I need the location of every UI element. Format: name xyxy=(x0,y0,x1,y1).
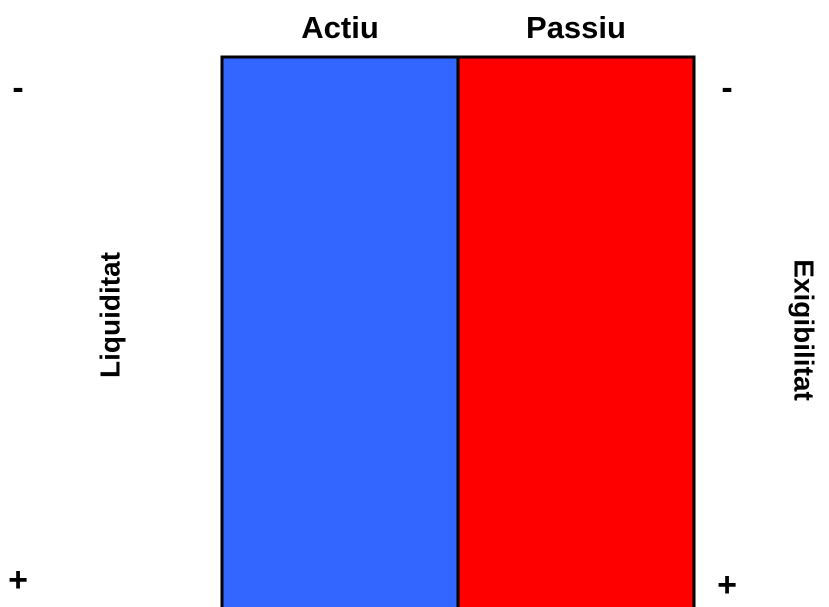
right-axis-label: Exigibilitat xyxy=(789,259,820,401)
left-axis-label: Liquiditat xyxy=(94,252,125,378)
column-header: Actiu xyxy=(301,10,379,45)
left-bottom-sign: + xyxy=(8,561,28,599)
right-top-sign: - xyxy=(721,69,732,107)
column-header: Passiu xyxy=(526,10,626,45)
left-top-sign: - xyxy=(12,69,23,107)
right-bottom-sign: + xyxy=(717,566,737,604)
liabilities-block xyxy=(456,55,696,607)
assets-block xyxy=(220,55,460,607)
